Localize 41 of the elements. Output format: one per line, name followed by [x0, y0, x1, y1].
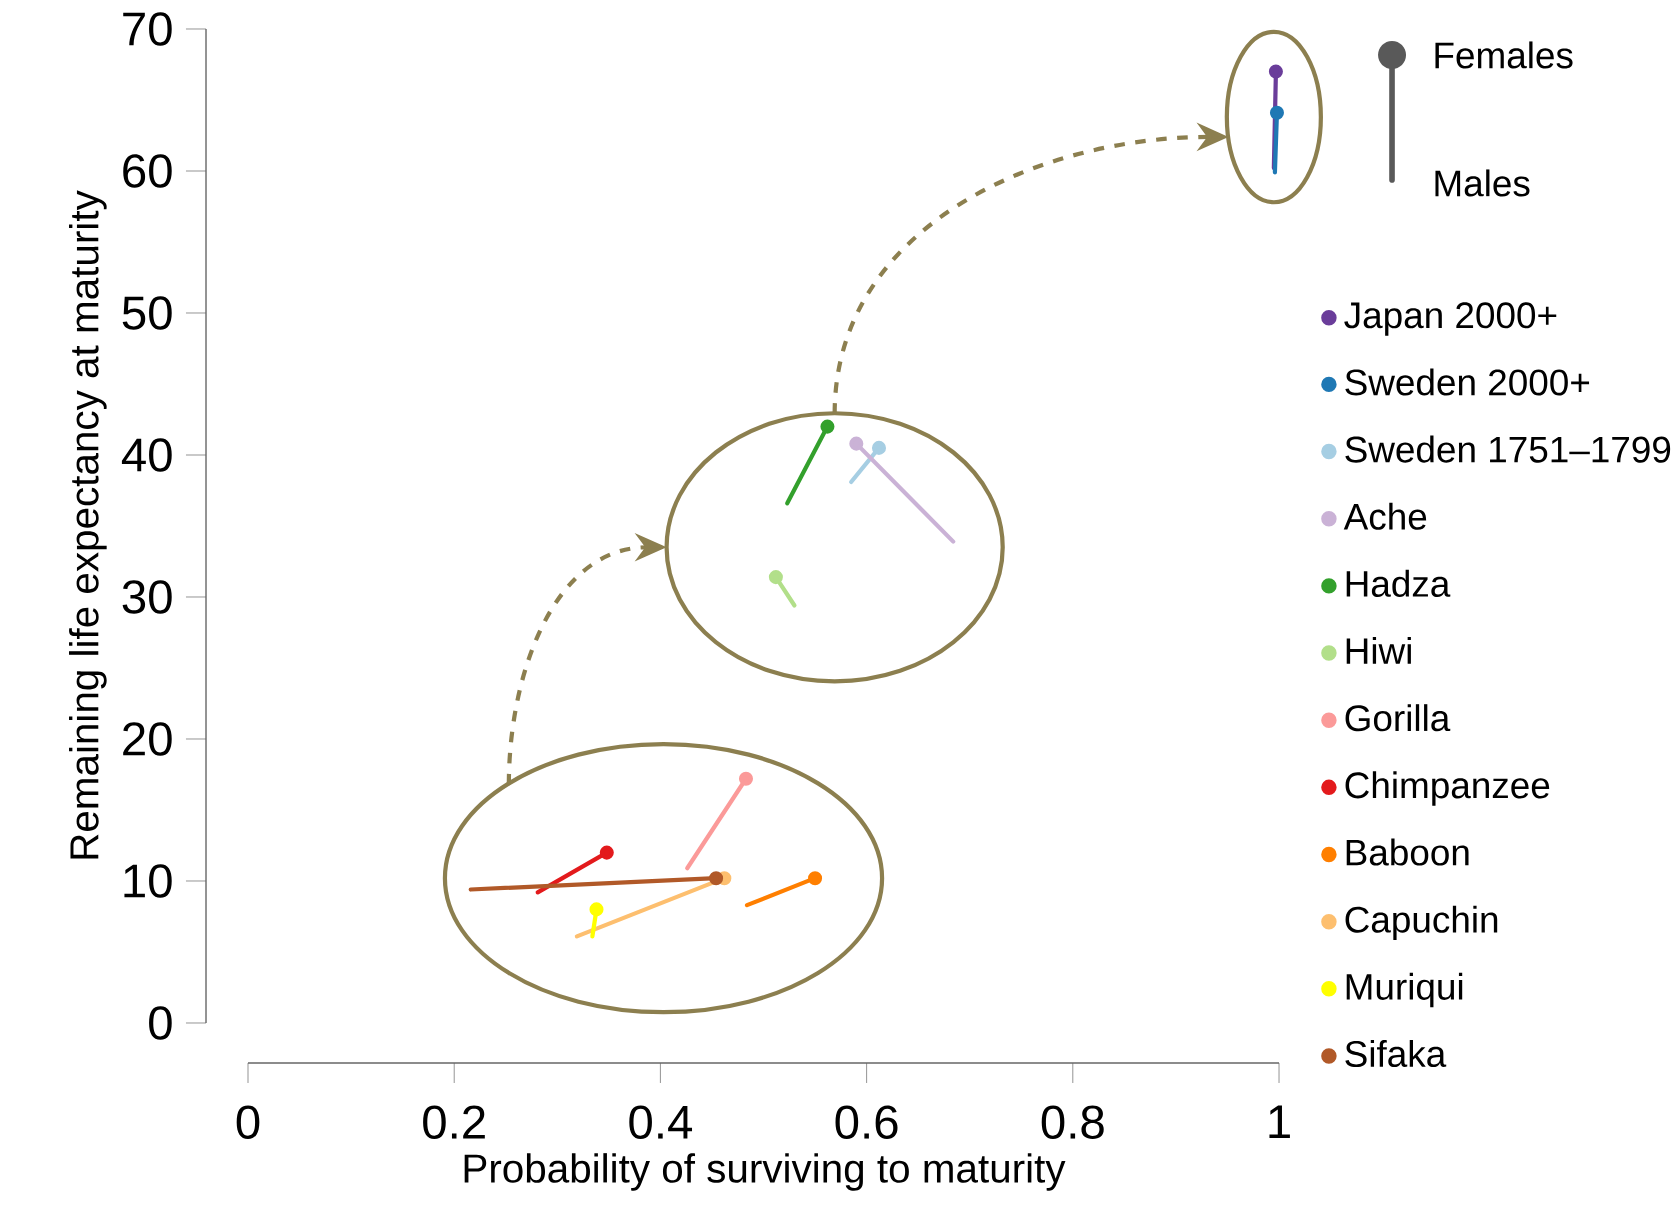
point	[1268, 64, 1283, 79]
text: Females	[1435, 41, 1573, 69]
x-tick-label: 1	[1269, 1105, 1290, 1139]
y-tick-label: 0	[149, 1006, 172, 1040]
legend-label: Hiwi	[1346, 637, 1411, 664]
point	[599, 845, 614, 860]
legend-label: Sweden 2000+	[1345, 368, 1590, 396]
point	[768, 570, 783, 585]
y-tick-label: 30	[122, 580, 172, 614]
y-tick-label: 40	[121, 438, 172, 472]
y-tick-label: 50	[122, 296, 172, 330]
x-tick-label: 0.4	[629, 1105, 693, 1139]
y-tick-label: 70	[123, 12, 172, 46]
point	[820, 419, 835, 434]
point	[589, 902, 604, 917]
legend-label: Japan 2000+	[1344, 302, 1557, 336]
legend-label: Capuchin	[1345, 905, 1498, 941]
point	[738, 771, 754, 786]
legend-label: Hadza	[1346, 569, 1451, 597]
x-tick-label: 0	[236, 1105, 260, 1139]
point	[849, 436, 864, 451]
x-tick-label: 0.2	[423, 1105, 485, 1139]
legend-label: Ache	[1343, 502, 1427, 530]
legend-label: Sifaka	[1345, 1039, 1447, 1068]
text: Males	[1435, 169, 1530, 197]
y-tick-label: 60	[123, 154, 172, 188]
x-tick-label: 0.6	[835, 1105, 898, 1139]
legend-label: Baboon	[1346, 838, 1469, 866]
y-tick-label: 20	[123, 722, 172, 756]
legend-label: Muriqui	[1346, 972, 1463, 1008]
point	[709, 871, 724, 886]
legend-label: Sweden 1751–1799	[1345, 435, 1671, 463]
x-tick-label: 0.8	[1041, 1105, 1104, 1139]
point	[808, 871, 823, 886]
legend-label: Chimpanzee	[1345, 771, 1550, 806]
y-tick-label: 10	[124, 864, 172, 898]
legend-label: Gorilla	[1345, 704, 1451, 732]
y-axis-title: Remaining life expectancy at maturity	[69, 190, 107, 859]
x-axis-title: Probability of surviving to maturity	[464, 1153, 1066, 1191]
point	[871, 440, 887, 455]
point	[1269, 105, 1284, 120]
